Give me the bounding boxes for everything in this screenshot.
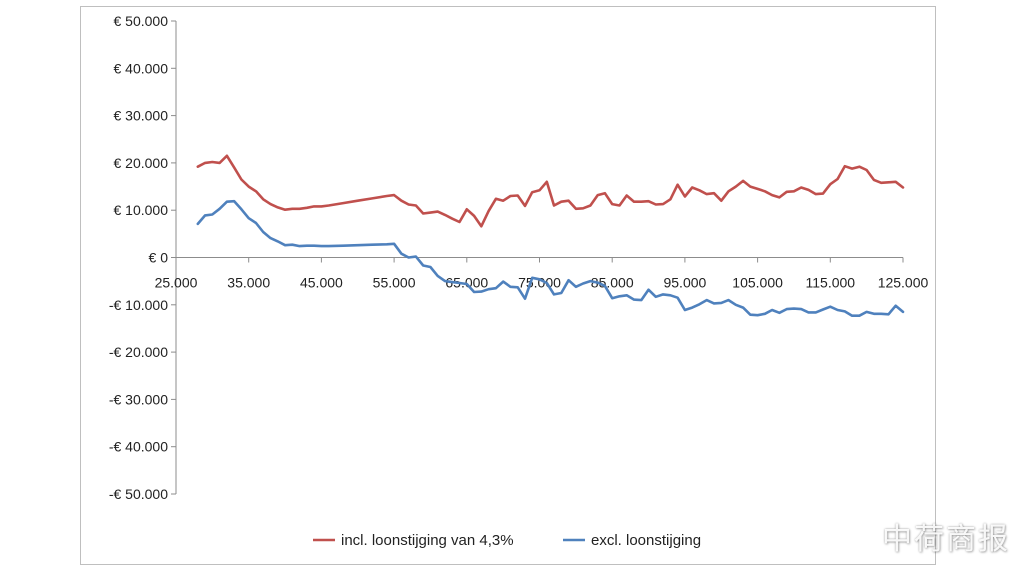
x-tick-label: 45.000 bbox=[300, 275, 343, 291]
x-tick-label: 125.000 bbox=[878, 275, 929, 291]
y-tick-label: € 40.000 bbox=[114, 60, 169, 76]
y-tick-label: -€ 50.000 bbox=[109, 486, 168, 502]
x-tick-labels: 25.000 35.000 45.000 55.000 65.000 75.000 85.0… bbox=[155, 275, 929, 291]
x-tick-label: 115.000 bbox=[806, 275, 856, 291]
x-tick-label: 25.000 bbox=[155, 275, 198, 291]
x-tick-label: 55.000 bbox=[373, 275, 416, 291]
x-tick-label: 105.000 bbox=[732, 275, 783, 291]
x-tick-label: 85.000 bbox=[591, 275, 634, 291]
legend-label-1: incl. loonstijging van 4,3% bbox=[341, 532, 514, 549]
y-tick-label: -€ 20.000 bbox=[109, 344, 168, 360]
chart-frame: € 50.000 € 40.000 € 30.000 € 20.000 € 10.000… bbox=[80, 6, 936, 565]
x-tick-label: 65.000 bbox=[445, 275, 488, 291]
x-tick-label: 95.000 bbox=[663, 275, 706, 291]
y-tick-label: € 0 bbox=[149, 250, 169, 266]
x-tick-label: 75.000 bbox=[518, 275, 561, 291]
y-tick-label: € 30.000 bbox=[114, 108, 169, 124]
y-tick-label: € 10.000 bbox=[114, 202, 169, 218]
series-line-1 bbox=[196, 154, 905, 228]
y-tick-label: -€ 30.000 bbox=[109, 391, 168, 407]
watermark-logo: 中荷商报 bbox=[882, 522, 1010, 557]
legend-label-2: excl. loonstijging bbox=[591, 532, 701, 549]
legend: incl. loonstijging van 4,3% excl. loonsti… bbox=[313, 532, 701, 549]
x-tick-label: 35.000 bbox=[227, 275, 270, 291]
series-lines bbox=[196, 154, 905, 317]
line-chart: € 50.000 € 40.000 € 30.000 € 20.000 € 10.000… bbox=[109, 13, 929, 549]
y-tick-label: € 50.000 bbox=[114, 13, 169, 29]
y-tick-labels: € 50.000 € 40.000 € 30.000 € 20.000 € 10.000… bbox=[109, 13, 168, 502]
y-tick-label: -€ 10.000 bbox=[109, 297, 168, 313]
series-line-2 bbox=[196, 199, 905, 317]
y-tick-label: € 20.000 bbox=[114, 155, 169, 171]
axes bbox=[171, 20, 904, 495]
y-tick-label: -€ 40.000 bbox=[109, 439, 168, 455]
